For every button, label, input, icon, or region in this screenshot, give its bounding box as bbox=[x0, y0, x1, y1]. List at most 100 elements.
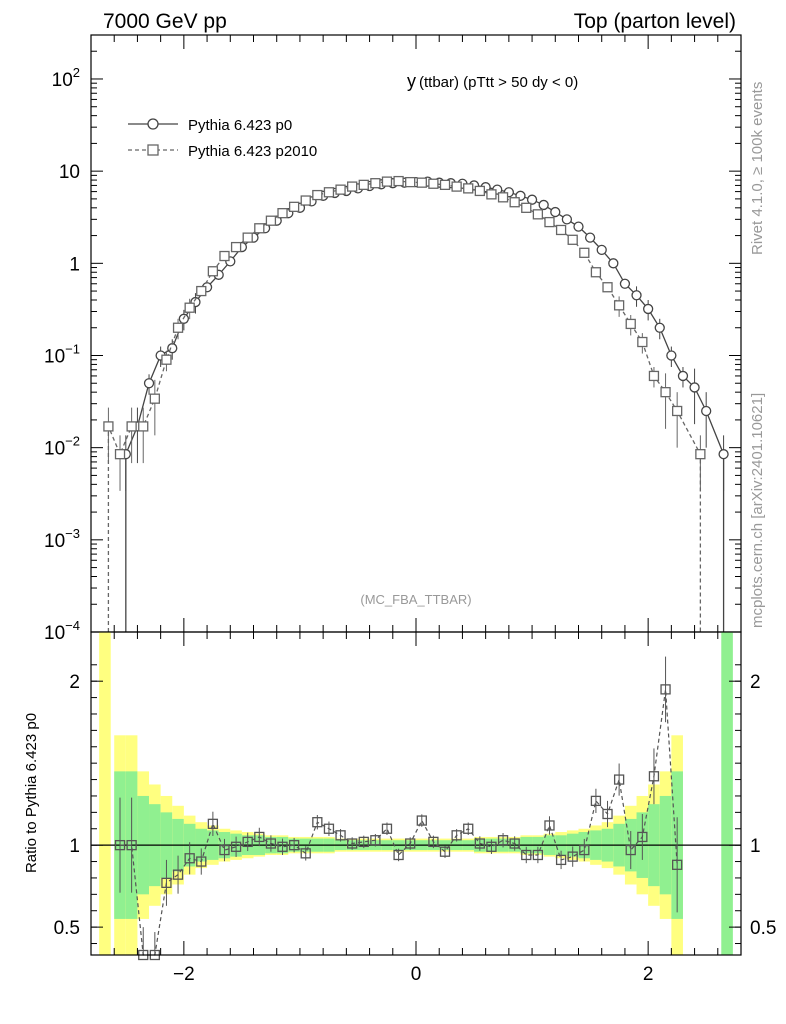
ratio-point bbox=[637, 831, 648, 843]
data-point bbox=[521, 202, 532, 213]
ratio-point bbox=[207, 818, 219, 829]
main-panel: 102 10 1 10−1 10−2 10−3 10−4 y (ttbar) (pTtt >… bbox=[44, 34, 742, 644]
data-point bbox=[126, 421, 137, 432]
y-tick-label: 1 bbox=[69, 254, 80, 275]
data-point bbox=[149, 393, 160, 404]
data-point bbox=[288, 201, 300, 212]
data-point bbox=[358, 179, 369, 191]
ratio-tick-label-left: 1 bbox=[69, 836, 80, 857]
ratio-point bbox=[184, 853, 195, 864]
data-point bbox=[103, 421, 114, 432]
data-point bbox=[184, 302, 195, 313]
ratio-point bbox=[602, 808, 613, 820]
data-point bbox=[584, 232, 596, 243]
data-point bbox=[701, 405, 712, 417]
ratio-frame bbox=[90, 631, 742, 956]
data-point bbox=[381, 176, 393, 187]
data-point bbox=[567, 234, 578, 245]
data-point bbox=[625, 318, 636, 330]
ratio-point bbox=[497, 835, 509, 846]
data-point bbox=[312, 189, 323, 201]
data-point bbox=[660, 387, 671, 398]
ratio-point bbox=[567, 851, 578, 862]
ratio-tick-label-left: 2 bbox=[69, 672, 80, 693]
data-point bbox=[602, 282, 613, 293]
data-point bbox=[451, 181, 462, 192]
data-point bbox=[277, 208, 288, 219]
ratio-point bbox=[300, 848, 311, 859]
ratio-point bbox=[172, 869, 184, 880]
data-point bbox=[573, 221, 584, 232]
data-point bbox=[590, 267, 602, 278]
ratio-point bbox=[265, 838, 277, 849]
ratio-point bbox=[370, 835, 381, 846]
ratio-point bbox=[648, 771, 660, 782]
data-point bbox=[439, 179, 451, 191]
data-point bbox=[579, 247, 590, 258]
data-point bbox=[544, 216, 555, 228]
data-point bbox=[138, 421, 149, 432]
data-point bbox=[596, 244, 607, 255]
legend: Pythia 6.423 p0 Pythia 6.423 p2010 bbox=[128, 117, 317, 160]
data-point bbox=[613, 300, 625, 311]
x-tick-label: 2 bbox=[643, 964, 654, 985]
plot-title: y bbox=[407, 71, 416, 91]
ratio-point bbox=[277, 841, 288, 852]
ratio-point bbox=[335, 830, 346, 841]
ratio-point bbox=[219, 844, 230, 856]
legend-label-p0: Pythia 6.423 p0 bbox=[188, 117, 292, 134]
data-point bbox=[497, 192, 509, 203]
data-point bbox=[242, 232, 253, 243]
mcplots-label: mcplots.cern.ch [arXiv:2401.10621] bbox=[749, 393, 766, 628]
ratio-point bbox=[323, 823, 335, 834]
ratio-panel: 2 2 1 1 0.5 0.5 Ratio to Pythia 6.423 p0 bbox=[23, 631, 776, 961]
data-point bbox=[230, 241, 242, 253]
ratio-point bbox=[451, 830, 462, 841]
data-point bbox=[666, 350, 677, 361]
data-point bbox=[538, 199, 549, 211]
edge-band bbox=[99, 632, 111, 955]
data-point bbox=[172, 322, 184, 333]
ratio-point bbox=[126, 839, 137, 851]
ratio-point bbox=[347, 838, 358, 849]
data-point bbox=[474, 185, 485, 197]
data-point bbox=[196, 285, 207, 297]
ratio-point bbox=[393, 849, 404, 861]
series-0 bbox=[120, 176, 729, 632]
ratio-point bbox=[625, 844, 636, 856]
ratio-point bbox=[439, 846, 451, 857]
data-point bbox=[265, 215, 277, 226]
data-point bbox=[608, 258, 619, 269]
data-point bbox=[654, 322, 665, 333]
data-point bbox=[370, 178, 381, 189]
data-point bbox=[323, 187, 335, 198]
ratio-point bbox=[579, 844, 590, 856]
ratio-ylabel: Ratio to Pythia 6.423 p0 bbox=[23, 713, 40, 873]
data-point bbox=[555, 224, 567, 236]
ratio-point bbox=[416, 815, 427, 826]
ratio-point bbox=[509, 838, 520, 849]
ratio-point bbox=[590, 795, 602, 807]
data-point bbox=[509, 197, 520, 208]
data-point bbox=[207, 266, 219, 277]
data-point bbox=[642, 303, 654, 315]
legend-marker-p2010 bbox=[147, 144, 159, 156]
ratio-point bbox=[114, 839, 126, 851]
y-tick-label: 10−3 bbox=[44, 526, 80, 552]
ratio-point bbox=[555, 854, 567, 866]
data-point bbox=[219, 250, 230, 262]
y-tick-label: 10−2 bbox=[44, 434, 80, 460]
data-point bbox=[347, 181, 358, 192]
edge-band bbox=[721, 632, 733, 955]
series-line bbox=[125, 180, 725, 632]
data-point bbox=[335, 184, 346, 195]
ratio-tick-label-right: 1 bbox=[750, 836, 761, 857]
data-point bbox=[167, 343, 178, 354]
series-line bbox=[107, 180, 702, 632]
ratio-point bbox=[358, 836, 369, 848]
data-point bbox=[689, 382, 700, 393]
data-point bbox=[114, 449, 126, 460]
x-tick-label: 0 bbox=[411, 964, 422, 985]
ratio-point bbox=[381, 823, 393, 834]
